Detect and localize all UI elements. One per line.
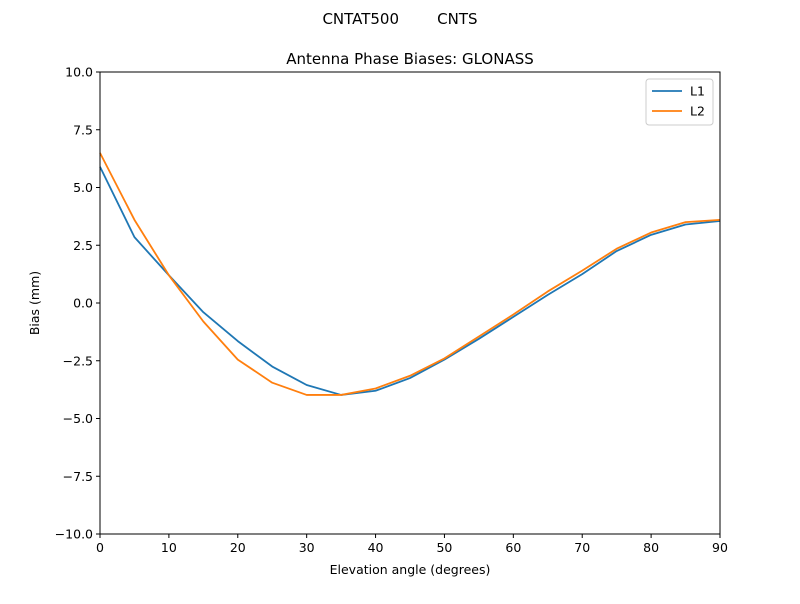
x-tick-label: 70	[574, 540, 590, 555]
chart-title: Antenna Phase Biases: GLONASS	[286, 50, 534, 68]
y-tick-label: 10.0	[65, 65, 93, 80]
x-tick-label: 0	[96, 540, 104, 555]
y-tick-label: −5.0	[63, 411, 93, 426]
x-tick-label: 20	[230, 540, 246, 555]
plot-frame	[99, 71, 721, 535]
series-line-l2	[99, 152, 721, 396]
x-tick-label: 10	[161, 540, 177, 555]
x-tick-label: 60	[505, 540, 521, 555]
x-tick-label: 50	[436, 540, 452, 555]
x-tick-label: 30	[299, 540, 315, 555]
y-tick-label: 5.0	[73, 180, 93, 195]
chart-suptitle: CNTAT500 CNTS	[322, 10, 477, 28]
y-tick-label: 2.5	[73, 238, 93, 253]
series-line-l1	[99, 166, 721, 396]
x-tick-label: 40	[368, 540, 384, 555]
x-axis-label: Elevation angle (degrees)	[330, 562, 491, 577]
y-tick-label: −2.5	[63, 353, 93, 368]
legend-label-l2: L2	[690, 104, 705, 119]
x-tick-label: 90	[712, 540, 728, 555]
legend-label-l1: L1	[690, 84, 705, 99]
y-tick-label: −10.0	[55, 527, 93, 542]
y-tick-label: 7.5	[73, 122, 93, 137]
y-axis-label: Bias (mm)	[27, 271, 42, 335]
y-tick-label: −7.5	[63, 469, 93, 484]
x-tick-label: 80	[643, 540, 659, 555]
y-tick-label: 0.0	[73, 296, 93, 311]
